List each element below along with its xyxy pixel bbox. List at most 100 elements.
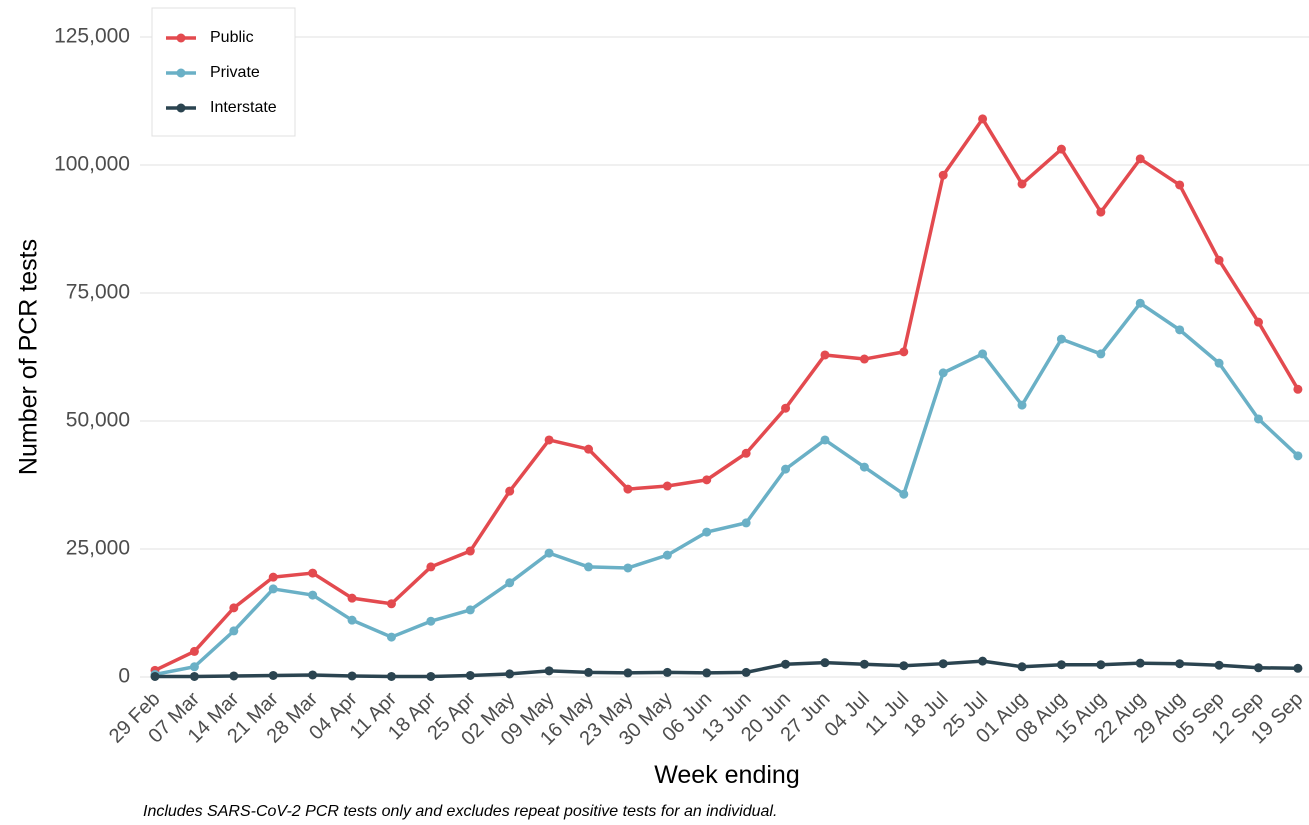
y-tick-label: 25,000 (66, 537, 130, 560)
data-point (189, 662, 199, 672)
data-point (702, 527, 712, 537)
data-point (150, 671, 160, 681)
data-point (268, 584, 278, 594)
data-point (465, 670, 475, 680)
data-point (584, 667, 594, 677)
x-axis-label: Week ending (654, 761, 799, 789)
data-point (1214, 358, 1224, 368)
data-point (584, 444, 594, 454)
data-point (820, 435, 830, 445)
legend-marker (176, 103, 186, 113)
x-tick-label: 18 Jul (899, 688, 952, 741)
data-point (1056, 334, 1066, 344)
legend-label: Interstate (210, 99, 277, 116)
data-point (505, 578, 515, 588)
y-tick-label: 75,000 (66, 281, 130, 304)
y-tick-label: 50,000 (66, 409, 130, 432)
data-point (189, 646, 199, 656)
data-point (1253, 317, 1263, 327)
data-point (544, 548, 554, 558)
data-point (662, 550, 672, 560)
x-tick-label: 04 Jul (821, 688, 874, 741)
series-line (154, 117, 1300, 672)
data-point (623, 484, 633, 494)
data-point (1135, 298, 1145, 308)
series-line (154, 301, 1300, 677)
data-point (347, 671, 357, 681)
data-point (308, 670, 318, 680)
data-point (1253, 663, 1263, 673)
data-point (229, 603, 239, 613)
data-point (938, 368, 948, 378)
data-point (662, 667, 672, 677)
y-tick-label: 125,000 (54, 25, 130, 48)
data-point (308, 568, 318, 578)
data-point (859, 659, 869, 669)
data-point (899, 489, 909, 499)
data-point (465, 546, 475, 556)
data-point (1096, 349, 1106, 359)
data-point (426, 562, 436, 572)
data-point (505, 669, 515, 679)
data-point (1175, 659, 1185, 669)
data-point (584, 562, 594, 572)
series-line (155, 659, 1298, 679)
data-point (1253, 414, 1263, 424)
data-point (781, 464, 791, 474)
data-point (189, 671, 199, 681)
data-point (938, 170, 948, 180)
data-point (820, 658, 830, 668)
legend-label: Private (210, 64, 260, 81)
data-point (1056, 660, 1066, 670)
data-point (1214, 255, 1224, 265)
data-point (268, 572, 278, 582)
data-point (544, 666, 554, 676)
data-point (465, 605, 475, 615)
data-point (1017, 179, 1027, 189)
data-point (820, 350, 830, 360)
data-point (978, 114, 988, 124)
data-point (1293, 384, 1303, 394)
data-point (1056, 144, 1066, 154)
data-point (938, 659, 948, 669)
data-point (347, 615, 357, 625)
data-point (899, 661, 909, 671)
data-point (741, 667, 751, 677)
data-point (859, 354, 869, 364)
data-point (859, 462, 869, 472)
data-point (1293, 663, 1303, 673)
legend-marker (176, 33, 186, 43)
data-point (426, 671, 436, 681)
data-point (741, 448, 751, 458)
data-point (781, 659, 791, 669)
data-point (1017, 662, 1027, 672)
data-point (347, 593, 357, 603)
data-point (386, 632, 396, 642)
data-point (978, 349, 988, 359)
data-point (1135, 154, 1145, 164)
data-point (1135, 658, 1145, 668)
data-point (1096, 660, 1106, 670)
data-point (426, 616, 436, 626)
y-tick-label: 0 (118, 665, 130, 688)
data-point (1293, 451, 1303, 461)
data-point (1175, 180, 1185, 190)
data-point (386, 671, 396, 681)
data-point (781, 403, 791, 413)
y-axis-label: Number of PCR tests (15, 239, 43, 475)
data-point (1175, 325, 1185, 335)
data-point (268, 670, 278, 680)
data-point (229, 626, 239, 636)
note: Includes SARS-CoV-2 PCR tests only and e… (143, 803, 777, 820)
data-point (1214, 660, 1224, 670)
data-point (662, 481, 672, 491)
data-point (1096, 207, 1106, 217)
data-point (702, 668, 712, 678)
data-point (623, 668, 633, 678)
legend-marker (176, 68, 186, 78)
data-point (899, 347, 909, 357)
data-point (1017, 400, 1027, 410)
data-point (229, 671, 239, 681)
data-point (623, 563, 633, 573)
